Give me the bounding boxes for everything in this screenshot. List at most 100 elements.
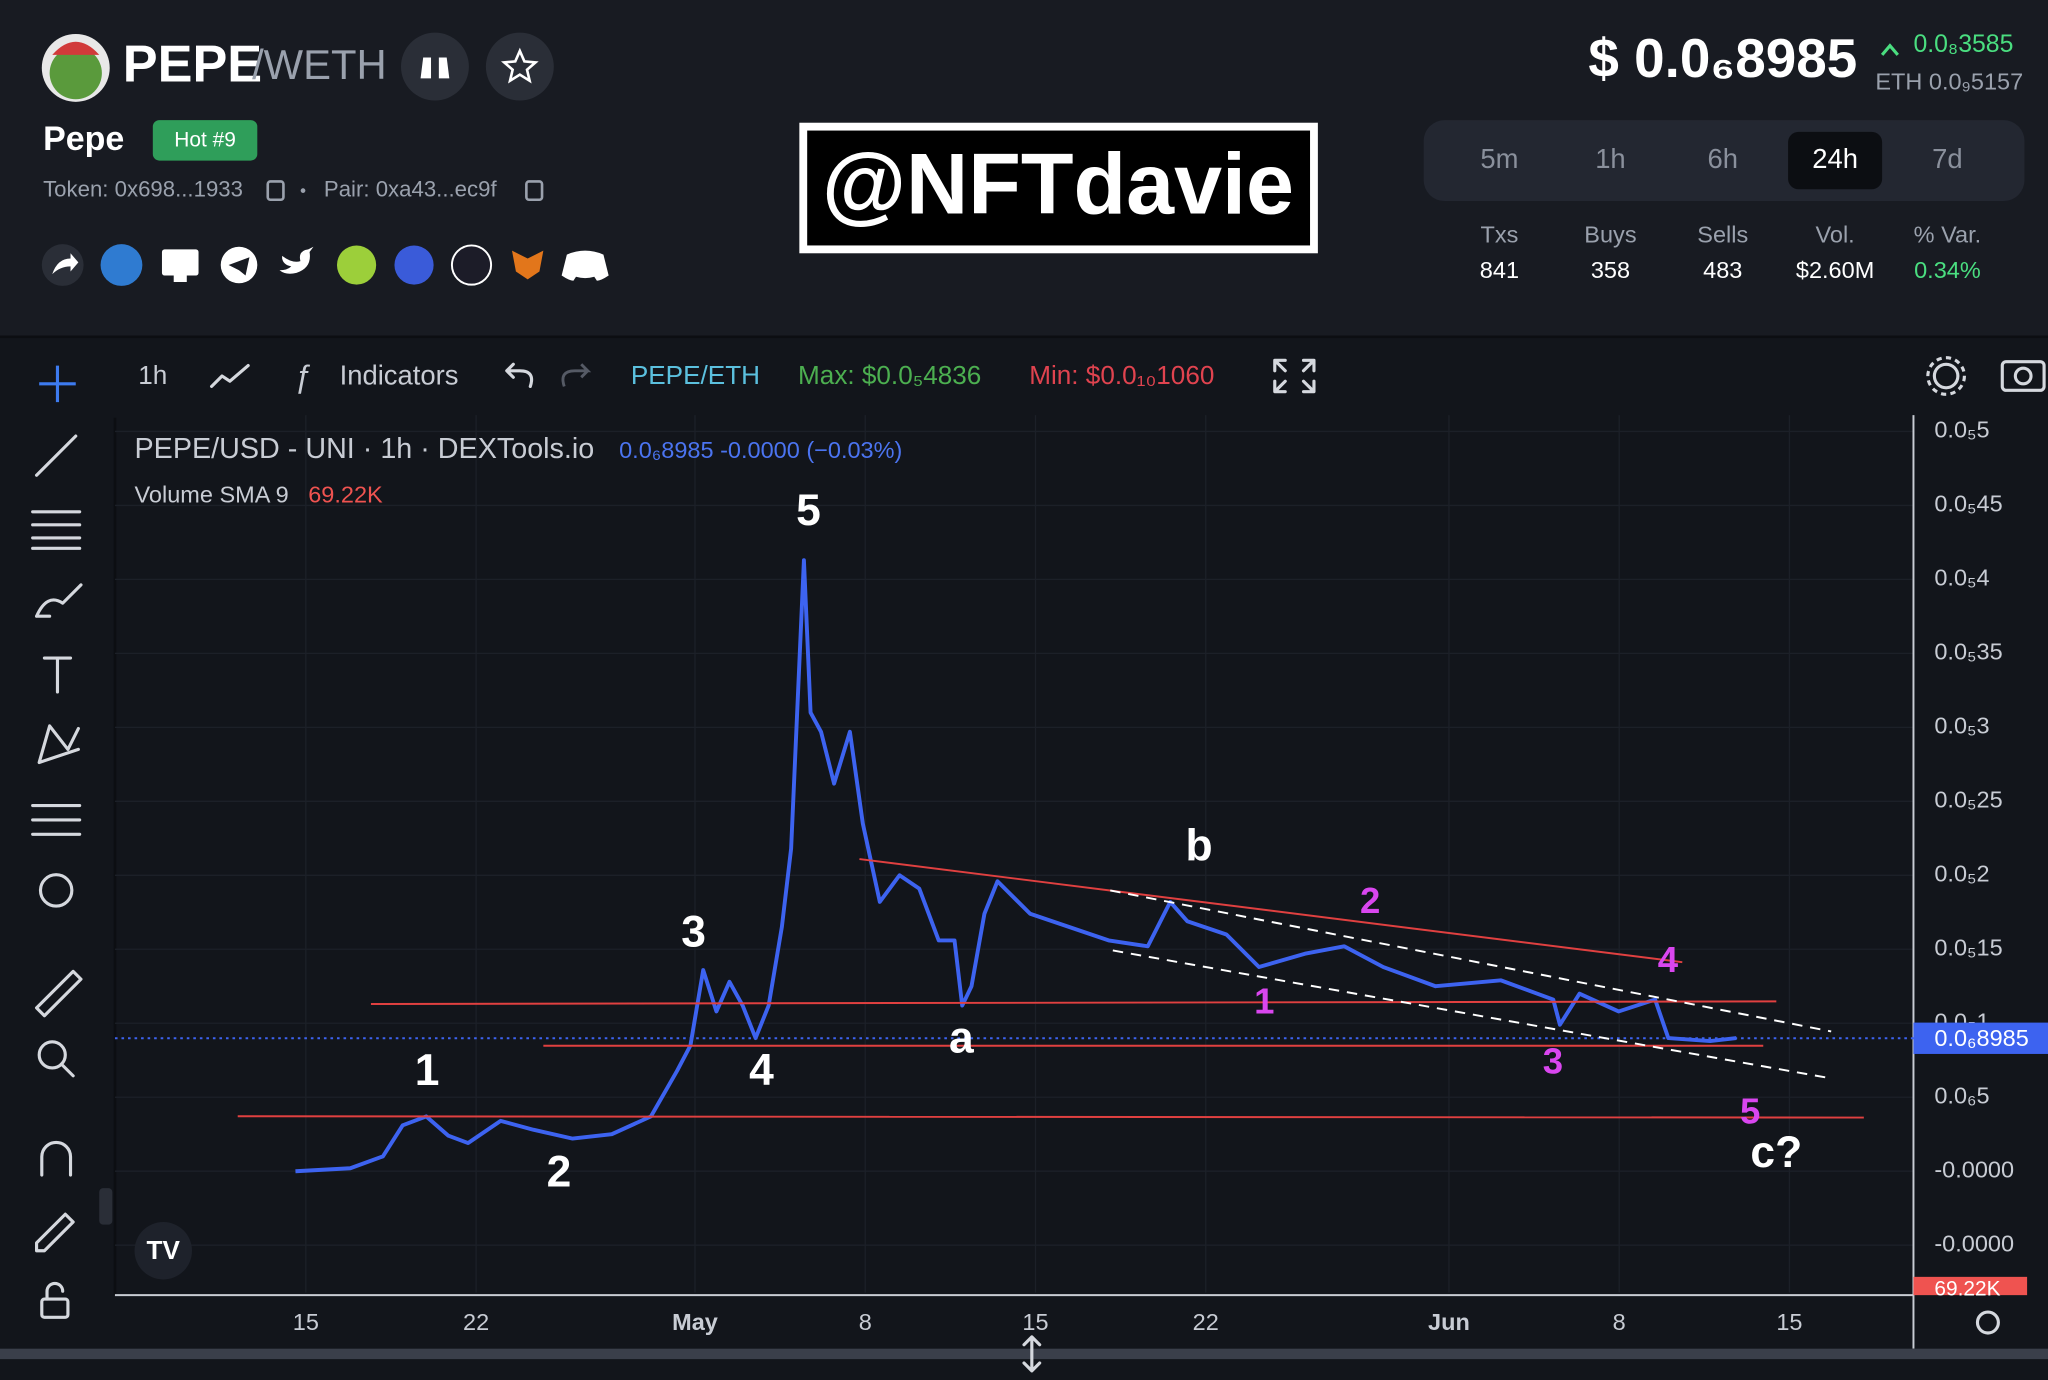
undo-icon[interactable] — [505, 362, 534, 389]
support-line — [370, 1000, 1777, 1005]
x-tick-label: 22 — [463, 1309, 489, 1335]
y-tick-label: 0.0₅5 — [1934, 417, 1989, 443]
tradingview-logo — [134, 1222, 192, 1280]
token-full-name: Pepe — [43, 120, 124, 158]
wave-label: c? — [1750, 1128, 1802, 1177]
binoculars-button[interactable] — [400, 32, 469, 101]
website-icon[interactable] — [161, 249, 199, 276]
y-tick-label: 0.0₅2 — [1934, 861, 1989, 887]
prediction-tool[interactable] — [31, 803, 82, 836]
lock-shackle — [45, 1281, 65, 1301]
camera-icon[interactable] — [2000, 360, 2046, 392]
chart-type-icon[interactable] — [210, 363, 250, 389]
price: $ 0.0₆8985 — [1588, 27, 1857, 89]
legend-value: 0.0₆8985 -0.0000 (−0.03%) — [619, 437, 902, 463]
scrollbar[interactable] — [0, 1348, 2048, 1360]
pair-quote: /WETH — [252, 41, 387, 88]
volume-value: 69.22K — [308, 481, 383, 507]
watermark: @NFTdavie — [822, 136, 1294, 232]
timeframe-tab[interactable]: 6h — [1708, 143, 1738, 174]
lock-tool[interactable] — [40, 1297, 70, 1319]
axis-settings[interactable] — [1975, 1310, 2000, 1335]
y-tick-label: 0.0₆5 — [1934, 1082, 1989, 1108]
price-change: 0.0₈3585 — [1913, 31, 2013, 58]
settings-gear — [1926, 356, 1966, 396]
stat-label: Sells — [1697, 222, 1748, 248]
ruler-tool[interactable] — [35, 969, 83, 1018]
pattern-tool[interactable] — [37, 724, 80, 765]
text-tool[interactable] — [42, 656, 73, 694]
timeframe-tab[interactable]: 1h — [1595, 143, 1625, 174]
crosshair-tool[interactable] — [39, 365, 76, 403]
x-tick-label: 8 — [1613, 1309, 1626, 1335]
lock-drawing-tool[interactable] — [35, 1212, 75, 1253]
x-tick-label: 15 — [293, 1309, 319, 1335]
stat-label: Buys — [1584, 222, 1636, 248]
tradingview-mark: TV — [147, 1235, 181, 1265]
favorite-button[interactable] — [485, 32, 554, 101]
separator-dot — [300, 188, 306, 193]
timeframe-tab[interactable]: 5m — [1480, 143, 1518, 174]
coingecko-icon[interactable] — [336, 245, 377, 285]
price-chart: 0.0₅5 0.0₅45 0.0₅4 0.0₅35 0.0₅3 0.0₅25 0.0₅2 0.… — [114, 415, 2048, 1349]
trend-line-tool[interactable] — [35, 434, 78, 477]
x-tick-label: Jun — [1428, 1309, 1470, 1335]
copy-icon[interactable] — [525, 180, 544, 202]
magnet-tool[interactable] — [40, 1140, 73, 1177]
dextools-icon[interactable] — [450, 244, 493, 286]
fullscreen-icon[interactable] — [1273, 358, 1316, 394]
indicators-button[interactable]: Indicators — [340, 360, 459, 391]
stat-value: 483 — [1703, 257, 1742, 283]
x-tick-label: 15 — [1022, 1309, 1048, 1335]
watermark-box — [799, 122, 1318, 254]
interval[interactable]: 1h — [138, 360, 167, 390]
timeframe-tab[interactable]: 24h — [1812, 143, 1858, 174]
x-tick-label: 8 — [859, 1309, 872, 1335]
stats: Txs 841 Buys 358 Sells 483 Vol. $2.60M % Var. 0.3… — [1480, 222, 1981, 283]
wave-label: 2 — [1360, 880, 1380, 921]
stat-label: Vol. — [1815, 222, 1854, 248]
wave-label: 3 — [1543, 1041, 1563, 1082]
wave-label: 4 — [749, 1046, 774, 1095]
resize-handle[interactable] — [1022, 1335, 1042, 1373]
wave-label: 5 — [796, 486, 821, 535]
active-tab — [1788, 131, 1883, 190]
settings-icon[interactable] — [1932, 362, 1960, 390]
up-arrow — [1880, 43, 1899, 56]
share-glyph — [52, 253, 79, 275]
wave-label: 5 — [1740, 1090, 1760, 1131]
timeframe-tabs: 5m 1h 6h 24h 7d — [1480, 131, 1963, 190]
metamask-icon[interactable] — [512, 250, 544, 280]
stat-value: 0.34% — [1914, 257, 1981, 283]
binoculars-icon — [420, 57, 450, 79]
coinmarketcap-icon[interactable] — [394, 245, 434, 285]
y-tick-label: 0.0₅25 — [1934, 787, 2002, 813]
token-address: Token: 0x698...1933 — [43, 176, 243, 201]
discord-icon[interactable] — [561, 250, 609, 281]
copy-icon[interactable] — [266, 180, 285, 202]
price-line — [295, 558, 1737, 1174]
wave-label: 3 — [681, 908, 706, 957]
timeframe-tab[interactable]: 7d — [1932, 143, 1962, 174]
emoji-tool[interactable] — [38, 873, 74, 908]
etherscan-icon[interactable] — [100, 244, 143, 286]
avatar-face — [49, 47, 102, 100]
twitter-icon[interactable] — [279, 246, 314, 274]
avatar-hat — [52, 41, 100, 55]
redo-icon[interactable] — [561, 363, 592, 387]
telegram-glyph — [228, 257, 250, 276]
token-name: PEPE — [123, 36, 262, 94]
max-price: Max: $0.0₅4836 — [798, 360, 981, 390]
y-tick-label: -0.0000 — [1934, 1230, 2014, 1256]
stat-value: 841 — [1480, 257, 1519, 283]
zoom-tool[interactable] — [37, 1040, 67, 1070]
fib-tool[interactable] — [31, 510, 82, 550]
brush-tool[interactable] — [35, 583, 83, 618]
collapse-toolbar[interactable] — [99, 1188, 113, 1225]
x-tick-label: May — [672, 1309, 718, 1335]
volume-tag — [1913, 1276, 2028, 1296]
website-stand — [173, 275, 187, 283]
pair-symbol: PEPE/ETH — [631, 360, 760, 390]
